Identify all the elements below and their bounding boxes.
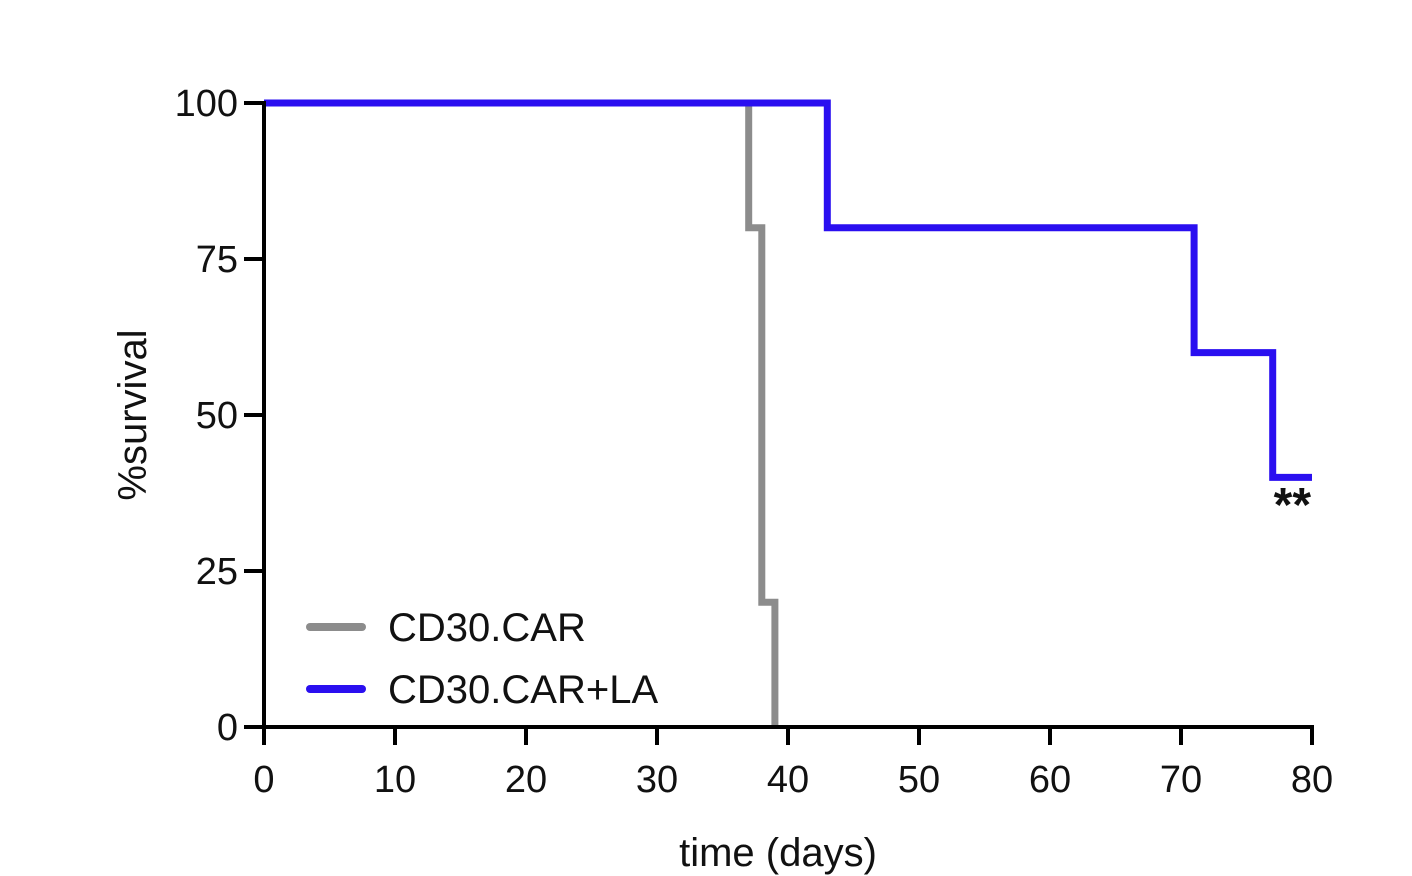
y-tick-label-0: 0 xyxy=(217,707,238,749)
x-tick-label-2: 20 xyxy=(505,759,547,801)
y-tick-label-2: 50 xyxy=(196,395,238,437)
series-layer xyxy=(264,99,1312,727)
y-tick-label-1: 25 xyxy=(196,551,238,593)
significance-annotation-0: ** xyxy=(1274,479,1312,532)
ticks: 0 10 20 30 40 50 60 70 80 0 25 50 75 100 xyxy=(175,83,1334,801)
legend-label-1: CD30.CAR+LA xyxy=(388,668,658,712)
legend: CD30.CAR CD30.CAR+LA xyxy=(306,606,658,712)
x-tick-label-4: 40 xyxy=(767,759,809,801)
legend-label-0: CD30.CAR xyxy=(388,606,586,650)
x-tick-label-0: 0 xyxy=(253,759,274,801)
y-tick-label-3: 75 xyxy=(196,239,238,281)
y-tick-label-4: 100 xyxy=(175,83,238,125)
y-axis-title: %survival xyxy=(111,329,155,500)
annotations: ** xyxy=(1274,479,1312,532)
x-tick-label-7: 70 xyxy=(1160,759,1202,801)
x-tick-label-1: 10 xyxy=(374,759,416,801)
x-axis-title: time (days) xyxy=(679,831,877,875)
x-tick-label-6: 60 xyxy=(1029,759,1071,801)
x-tick-label-5: 50 xyxy=(898,759,940,801)
x-tick-label-8: 80 xyxy=(1291,759,1333,801)
series-line-1 xyxy=(264,99,1312,481)
x-tick-label-3: 30 xyxy=(636,759,678,801)
